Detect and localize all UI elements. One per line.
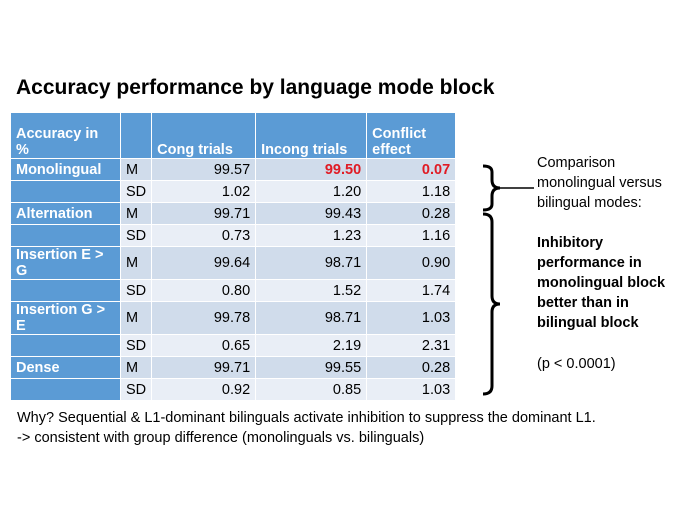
- row-group-label: Insertion E > G: [10, 246, 121, 280]
- comparison-note: Comparison monolingual versus bilingual …: [537, 155, 662, 211]
- consistency-line: -> consistent with group difference (mon…: [17, 430, 425, 446]
- row-conflict: 2.31: [366, 334, 457, 357]
- row-group-label: [10, 334, 121, 357]
- table-row: Monolingual M 99.57 99.50 0.07: [10, 158, 457, 181]
- row-incong: 1.20: [255, 180, 368, 203]
- row-conflict: 1.03: [366, 301, 457, 335]
- header-incong: Incong trials: [255, 112, 368, 159]
- row-stat: SD: [119, 378, 153, 401]
- brace-icon: [482, 164, 534, 396]
- row-group-label: [10, 279, 121, 302]
- row-incong: 2.19: [255, 334, 368, 357]
- table-row: SD 0.65 2.19 2.31: [10, 334, 457, 357]
- row-cong: 99.57: [151, 158, 257, 181]
- row-cong: 99.64: [151, 246, 257, 280]
- row-cong: 0.92: [151, 378, 257, 401]
- row-stat: M: [119, 246, 153, 280]
- row-incong: 99.50: [255, 158, 368, 181]
- table-row: Insertion G > E M 99.78 98.71 1.03: [10, 301, 457, 335]
- header-cong: Cong trials: [151, 112, 257, 159]
- row-stat: M: [119, 202, 153, 225]
- row-conflict: 1.74: [366, 279, 457, 302]
- row-incong: 98.71: [255, 301, 368, 335]
- table-row: SD 0.73 1.23 1.16: [10, 224, 457, 247]
- header-stat: [119, 112, 153, 159]
- row-conflict: 1.16: [366, 224, 457, 247]
- row-group-label: Monolingual: [10, 158, 121, 181]
- row-group-label: Alternation: [10, 202, 121, 225]
- table-row: SD 1.02 1.20 1.18: [10, 180, 457, 203]
- slide-title: Accuracy performance by language mode bl…: [16, 76, 495, 99]
- table-row: SD 0.92 0.85 1.03: [10, 378, 457, 401]
- row-cong: 0.65: [151, 334, 257, 357]
- row-cong: 99.71: [151, 356, 257, 379]
- row-stat: SD: [119, 279, 153, 302]
- row-group-label: [10, 224, 121, 247]
- accuracy-table: Accuracy in % Cong trials Incong trials …: [10, 112, 457, 401]
- header-conflict: Conflict effect: [366, 112, 457, 159]
- row-conflict: 0.28: [366, 356, 457, 379]
- row-cong: 99.78: [151, 301, 257, 335]
- row-conflict: 1.18: [366, 180, 457, 203]
- row-incong: 1.52: [255, 279, 368, 302]
- row-incong: 99.43: [255, 202, 368, 225]
- table-header-row: Accuracy in % Cong trials Incong trials …: [10, 112, 457, 159]
- row-incong: 99.55: [255, 356, 368, 379]
- row-conflict: 0.90: [366, 246, 457, 280]
- table-row: Dense M 99.71 99.55 0.28: [10, 356, 457, 379]
- row-incong: 0.85: [255, 378, 368, 401]
- explanation-line: Why? Sequential & L1-dominant bilinguals…: [17, 410, 596, 426]
- p-value-note: (p < 0.0001): [537, 356, 616, 372]
- row-stat: M: [119, 301, 153, 335]
- row-group-label: [10, 378, 121, 401]
- row-cong: 0.80: [151, 279, 257, 302]
- row-cong: 99.71: [151, 202, 257, 225]
- row-conflict: 1.03: [366, 378, 457, 401]
- row-stat: SD: [119, 334, 153, 357]
- row-incong: 98.71: [255, 246, 368, 280]
- row-group-label: Dense: [10, 356, 121, 379]
- row-stat: SD: [119, 180, 153, 203]
- table-row: Insertion E > G M 99.64 98.71 0.90: [10, 246, 457, 280]
- row-cong: 1.02: [151, 180, 257, 203]
- row-stat: M: [119, 158, 153, 181]
- row-group-label: Insertion G > E: [10, 301, 121, 335]
- row-cong: 0.73: [151, 224, 257, 247]
- table-row: Alternation M 99.71 99.43 0.28: [10, 202, 457, 225]
- row-stat: SD: [119, 224, 153, 247]
- table-row: SD 0.80 1.52 1.74: [10, 279, 457, 302]
- row-group-label: [10, 180, 121, 203]
- row-conflict: 0.28: [366, 202, 457, 225]
- finding-note: Inhibitory performance in monolingual bl…: [537, 235, 666, 331]
- row-conflict: 0.07: [366, 158, 457, 181]
- row-incong: 1.23: [255, 224, 368, 247]
- header-accuracy: Accuracy in %: [10, 112, 121, 159]
- row-stat: M: [119, 356, 153, 379]
